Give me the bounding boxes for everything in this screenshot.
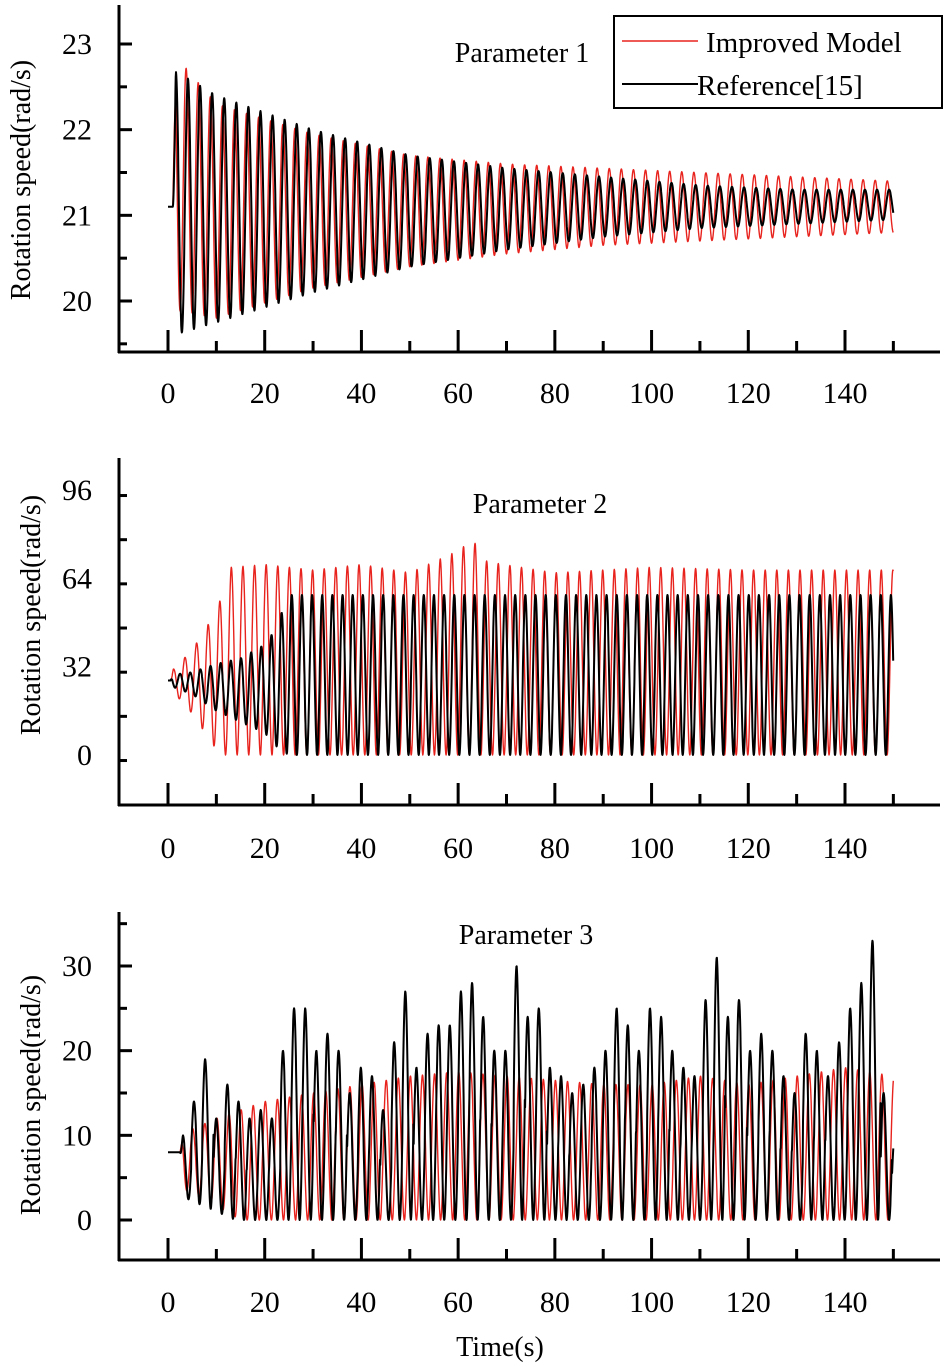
x-tick-label: 140: [823, 1286, 868, 1319]
x-tick-label: 0: [161, 377, 176, 410]
panel-1: 0 20 40 60 80 100 120 140 20 21 22 23 Parameter 1 Rot…: [6, 5, 940, 410]
x-tick-label: 0: [161, 1286, 176, 1319]
y-tick-label: 32: [62, 651, 92, 684]
y-tick-label: 20: [62, 1035, 92, 1068]
x-tick-label: 80: [540, 377, 570, 410]
panel-3: 0 20 40 60 80 100 120 140 0 10 20 30 Parameter 3 Rota…: [16, 912, 940, 1363]
y-tick-label: 96: [62, 474, 92, 507]
legend-label-improved-model: Improved Model: [706, 27, 902, 59]
y-axis-label: Rotation speed(rad/s): [16, 975, 47, 1215]
x-tick-label: 40: [346, 832, 376, 865]
y-tick-label: 23: [62, 28, 92, 61]
y-tick-label: 30: [62, 950, 92, 983]
x-tick-label: 120: [726, 1286, 771, 1319]
y-tick-label: 22: [62, 114, 92, 147]
x-tick-label: 20: [250, 832, 280, 865]
series-line-reference: [168, 939, 895, 1221]
y-tick-label: 64: [62, 562, 92, 595]
legend: Improved Model Reference[15]: [613, 15, 943, 109]
x-tick-label: 20: [250, 1286, 280, 1319]
series-line-improved-model: [168, 542, 894, 756]
x-tick-label: 60: [443, 377, 473, 410]
x-axis-label: Time(s): [456, 1332, 544, 1363]
x-tick-label: 120: [726, 377, 771, 410]
y-tick-label: 20: [62, 285, 92, 318]
x-tick-label: 40: [346, 377, 376, 410]
x-tick-label: 100: [629, 1286, 674, 1319]
panel-title: Parameter 1: [455, 38, 590, 69]
panel-2: 0 20 40 60 80 100 120 140 0 32 64 96 Parameter 2 Rota…: [16, 458, 940, 865]
x-tick-label: 60: [443, 832, 473, 865]
x-tick-label: 0: [161, 832, 176, 865]
x-tick-label: 20: [250, 377, 280, 410]
x-tick-label: 60: [443, 1286, 473, 1319]
x-tick-label: 140: [823, 832, 868, 865]
series-line-improved-model: [168, 67, 894, 319]
x-tick-label: 80: [540, 832, 570, 865]
series-line-reference: [168, 594, 895, 756]
y-tick-label: 0: [77, 739, 92, 772]
x-tick-label: 80: [540, 1286, 570, 1319]
y-axis-label: Rotation speed(rad/s): [16, 495, 47, 735]
y-tick-label: 21: [62, 199, 92, 232]
y-tick-label: 10: [62, 1119, 92, 1152]
x-tick-label: 120: [726, 832, 771, 865]
y-tick-label: 0: [77, 1204, 92, 1237]
y-axis-label: Rotation speed(rad/s): [6, 60, 37, 300]
x-tick-label: 100: [629, 377, 674, 410]
series-line-reference: [168, 71, 895, 334]
legend-box: [613, 15, 943, 109]
panel-title: Parameter 3: [459, 920, 594, 951]
x-tick-label: 140: [823, 377, 868, 410]
legend-label-reference: Reference[15]: [697, 70, 863, 102]
x-tick-label: 100: [629, 832, 674, 865]
x-tick-label: 40: [346, 1286, 376, 1319]
panel-title: Parameter 2: [473, 489, 608, 520]
